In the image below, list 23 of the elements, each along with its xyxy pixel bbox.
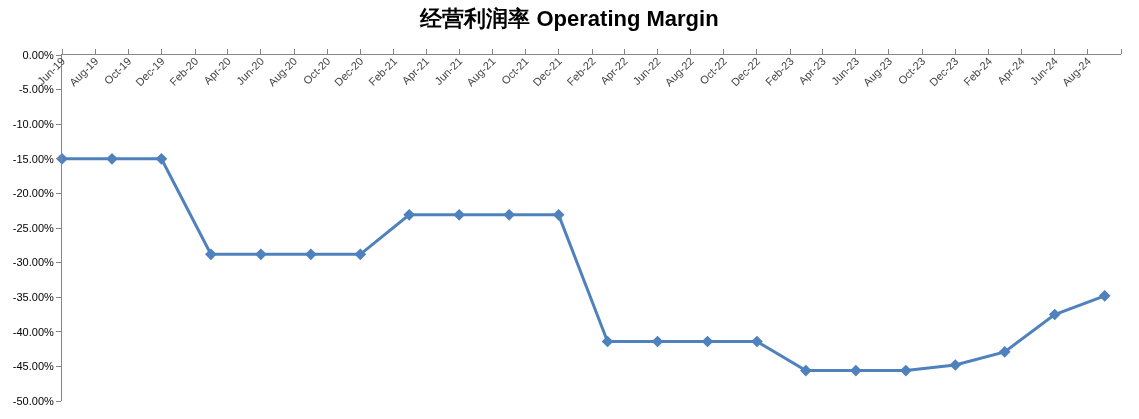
point: [155, 152, 168, 165]
y-tick-label: -50.00%: [12, 394, 55, 407]
y-tick-label: -40.00%: [12, 325, 55, 338]
chart-title: 经营利润率 Operating Margin: [419, 5, 719, 31]
point: [255, 248, 267, 261]
y-tick-label: -25.00%: [12, 221, 55, 234]
point: [305, 248, 317, 261]
y-tick-label: -20.00%: [12, 187, 55, 200]
point: [998, 346, 1011, 358]
point: [800, 364, 812, 377]
point: [1048, 308, 1061, 321]
point: [1098, 289, 1111, 302]
point: [354, 248, 367, 261]
y-tick-label: -35.00%: [12, 291, 55, 304]
point: [751, 335, 763, 348]
point: [949, 359, 962, 371]
y-tick-label: -10.00%: [12, 118, 55, 131]
point: [106, 152, 118, 165]
point: [205, 248, 217, 261]
y-tick-label: -30.00%: [12, 256, 55, 269]
y-tick-label: 0.00%: [22, 48, 55, 61]
y-tick-label: -45.00%: [12, 360, 55, 373]
y-tick-label: -15.00%: [12, 152, 55, 165]
